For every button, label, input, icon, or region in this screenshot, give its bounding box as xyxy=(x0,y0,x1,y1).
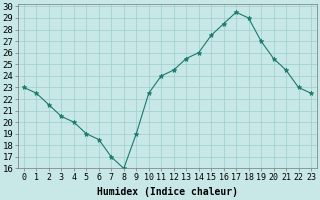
X-axis label: Humidex (Indice chaleur): Humidex (Indice chaleur) xyxy=(97,187,238,197)
